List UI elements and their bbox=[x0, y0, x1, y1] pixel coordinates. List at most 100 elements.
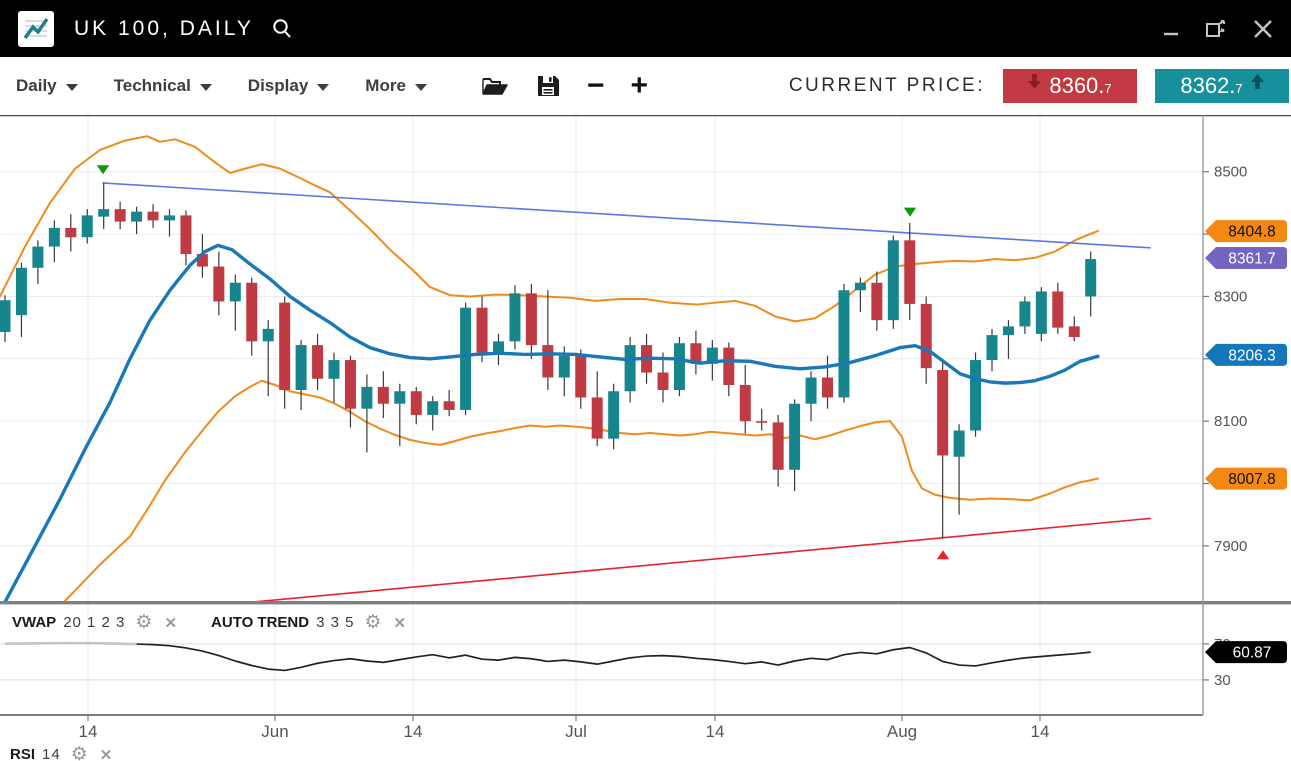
candle-body-up bbox=[1002, 326, 1014, 336]
candle-body-up bbox=[673, 343, 685, 390]
candle-body-up bbox=[164, 215, 175, 221]
vwap-settings-icon[interactable]: ⚙ bbox=[135, 612, 153, 633]
chevron-down-icon bbox=[65, 83, 78, 91]
x-axis-label: 14 bbox=[706, 722, 725, 741]
candle-body-down bbox=[180, 215, 192, 255]
price-tag: 8404.8 bbox=[1205, 220, 1287, 243]
search-icon[interactable] bbox=[270, 17, 294, 41]
svg-text:8007.8: 8007.8 bbox=[1228, 471, 1275, 488]
chevron-down-icon bbox=[317, 83, 330, 91]
panel-borders bbox=[0, 115, 1291, 716]
svg-text:8361.7: 8361.7 bbox=[1228, 250, 1275, 267]
rsi-line bbox=[136, 643, 1091, 672]
candle-body-down bbox=[65, 227, 77, 238]
vwap-indicator-name: VWAP bbox=[12, 614, 57, 631]
candle-body-down bbox=[690, 343, 702, 364]
menu-daily[interactable]: Daily bbox=[16, 76, 78, 96]
menu-more[interactable]: More bbox=[365, 76, 427, 96]
candle-body-up bbox=[1019, 301, 1031, 327]
rsi-remove-icon[interactable]: ✕ bbox=[99, 746, 113, 761]
candle-body-up bbox=[394, 391, 406, 404]
vwap-indicator-params: 20 1 2 3 bbox=[63, 614, 126, 631]
candle-body-up bbox=[838, 290, 850, 398]
menu-display-label: Display bbox=[247, 76, 309, 95]
candle-body-up bbox=[624, 345, 636, 392]
candle-body-down bbox=[657, 372, 669, 390]
candle-body-down bbox=[937, 370, 949, 456]
axis-labels: 8500830081007900703014Jun14Jul14Aug14 bbox=[79, 164, 1248, 741]
candle-body-down bbox=[279, 302, 291, 390]
candle-body-down bbox=[377, 386, 389, 404]
candle-body-up bbox=[48, 227, 60, 247]
grid-lines bbox=[0, 116, 1203, 715]
vwap-remove-icon[interactable]: ✕ bbox=[164, 614, 178, 632]
candle-body-down bbox=[575, 355, 587, 398]
autotrend-remove-icon[interactable]: ✕ bbox=[393, 614, 407, 632]
menu-display[interactable]: Display bbox=[247, 76, 330, 96]
auto-trend-resistance-line bbox=[102, 182, 1151, 249]
restore-window-button[interactable] bbox=[1205, 19, 1227, 39]
candle-body-up bbox=[328, 360, 340, 379]
sell-signal-icon bbox=[96, 165, 110, 175]
indicator-labels-row: VWAP 20 1 2 3 ⚙ ✕ AUTO TREND 3 3 5 ⚙ ✕ bbox=[12, 613, 406, 632]
close-button[interactable] bbox=[1253, 19, 1273, 39]
auto-trend-support-line bbox=[244, 517, 1151, 602]
autotrend-settings-icon[interactable]: ⚙ bbox=[364, 612, 382, 633]
candle-body-up bbox=[1085, 259, 1097, 297]
rsi-label-row: RSI 14 ⚙ ✕ bbox=[10, 745, 112, 761]
x-axis-label: 14 bbox=[1031, 722, 1050, 741]
candle-body-down bbox=[410, 391, 422, 415]
candle-body-down bbox=[443, 401, 455, 410]
candle-body-down bbox=[147, 211, 159, 221]
candle-body-down bbox=[1052, 291, 1064, 328]
candle-body-down bbox=[312, 345, 324, 379]
candle-body-down bbox=[196, 254, 208, 267]
menu-technical[interactable]: Technical bbox=[114, 76, 212, 96]
candle-body-down bbox=[525, 293, 537, 346]
candle-body-up bbox=[427, 401, 439, 415]
candle-body-up bbox=[15, 267, 27, 316]
ask-price-box[interactable]: 8362.7 bbox=[1155, 69, 1289, 103]
open-folder-icon[interactable] bbox=[481, 74, 509, 98]
x-axis-label: Jun bbox=[261, 722, 288, 741]
rsi-settings-icon[interactable]: ⚙ bbox=[70, 744, 88, 761]
bid-price-box[interactable]: 8360.7 bbox=[1003, 69, 1137, 103]
sell-signal-icon bbox=[903, 207, 917, 217]
zoom-in-button[interactable]: + bbox=[630, 69, 648, 102]
x-axis-label: 14 bbox=[404, 722, 423, 741]
svg-text:8404.8: 8404.8 bbox=[1228, 224, 1275, 241]
candlesticks bbox=[0, 182, 1097, 539]
candle-body-up bbox=[608, 391, 620, 439]
minimize-button[interactable] bbox=[1163, 21, 1179, 37]
candle-body-down bbox=[904, 240, 916, 304]
rsi-indicator-name: RSI bbox=[10, 746, 36, 761]
candle-body-up bbox=[0, 300, 11, 332]
ask-price-value: 8362.7 bbox=[1180, 73, 1243, 98]
chart-title: UK 100, DAILY bbox=[74, 16, 254, 40]
candle-body-down bbox=[476, 307, 488, 353]
x-axis-label: Jul bbox=[565, 722, 587, 741]
candle-body-down bbox=[542, 345, 554, 378]
x-axis-label: Aug bbox=[887, 722, 917, 741]
candle-body-down bbox=[591, 397, 603, 439]
candle-body-up bbox=[986, 335, 998, 361]
y-axis-label: 8300 bbox=[1214, 288, 1247, 305]
zoom-out-button[interactable]: − bbox=[586, 69, 605, 102]
candle-body-down bbox=[871, 282, 883, 321]
candle-body-up bbox=[295, 345, 307, 390]
price-chart[interactable]: 8500830081007900703014Jun14Jul14Aug14840… bbox=[0, 115, 1291, 761]
save-icon[interactable] bbox=[535, 73, 561, 99]
candle-body-down bbox=[344, 360, 356, 409]
candle-body-down bbox=[114, 209, 126, 222]
rsi-axis-label: 30 bbox=[1214, 672, 1231, 689]
candle-body-up bbox=[953, 430, 965, 457]
candle-body-up bbox=[789, 403, 801, 470]
rsi-line-muted bbox=[4, 641, 137, 646]
candle-body-up bbox=[558, 355, 570, 378]
candle-body-up bbox=[262, 328, 274, 342]
candle-body-down bbox=[739, 385, 751, 422]
candle-body-up bbox=[493, 341, 504, 353]
chevron-down-icon bbox=[199, 83, 212, 91]
candle-body-up bbox=[887, 240, 899, 321]
candle-body-down bbox=[723, 347, 735, 386]
